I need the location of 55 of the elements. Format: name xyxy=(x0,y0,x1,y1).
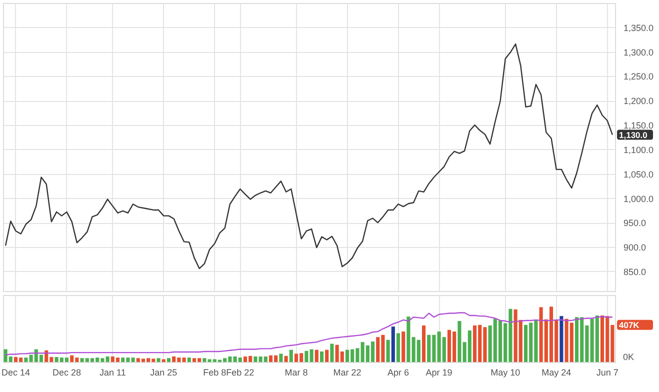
bar xyxy=(560,316,564,362)
x-tick-label: Feb 22 xyxy=(226,368,254,378)
bar xyxy=(131,358,135,362)
x-tick-label: Mar 22 xyxy=(333,368,362,378)
x-tick-label: Dec 28 xyxy=(52,368,82,378)
x-tick-label: Apr 6 xyxy=(387,368,410,378)
bar xyxy=(254,356,258,362)
x-tick-label: Apr 19 xyxy=(426,368,452,378)
bar xyxy=(325,350,329,362)
x-tick-label: May 10 xyxy=(490,368,520,378)
bar xyxy=(406,316,410,362)
y-tick-label: 1,350.0 xyxy=(624,22,654,33)
y-tick-label: 1,150.0 xyxy=(624,120,654,131)
x-tick-label: Feb 8 xyxy=(203,368,226,378)
bar xyxy=(202,358,206,362)
bar xyxy=(24,358,28,362)
y-tick-label: 1,250.0 xyxy=(624,72,654,82)
bar xyxy=(182,358,186,362)
bar xyxy=(162,359,166,362)
bar xyxy=(391,326,395,362)
x-tick-label: Jan 11 xyxy=(99,368,126,378)
bar xyxy=(422,325,426,362)
x-tick-label: Mar 8 xyxy=(284,368,308,378)
bar xyxy=(386,340,390,362)
bar xyxy=(314,350,318,362)
bar xyxy=(187,358,191,362)
y-tick-label: 850.0 xyxy=(624,266,646,277)
x-tick-label: May 24 xyxy=(542,368,572,378)
bar xyxy=(106,356,110,362)
y-tick-label: 900.0 xyxy=(624,242,646,253)
bar xyxy=(402,332,406,362)
text: 1,130.0 xyxy=(619,130,648,140)
bar xyxy=(289,350,293,362)
x-tick-label: Jan 25 xyxy=(150,368,178,378)
bar xyxy=(458,321,462,362)
y-tick-label: 1,100.0 xyxy=(624,144,654,155)
y-tick-label: 1,050.0 xyxy=(624,169,654,180)
bar xyxy=(304,350,308,362)
y-tick-label: 950.0 xyxy=(624,218,646,228)
bar xyxy=(310,349,314,362)
bar xyxy=(330,344,334,362)
text: 407K xyxy=(619,320,640,330)
bar xyxy=(284,356,288,362)
bar xyxy=(156,358,160,362)
x-tick-label: Dec 14 xyxy=(1,368,30,378)
text: 0K xyxy=(623,352,634,362)
bar xyxy=(166,358,171,362)
y-tick-label: 1,200.0 xyxy=(624,96,654,106)
bar xyxy=(279,354,283,362)
x-tick-label: Jun 7 xyxy=(596,368,618,378)
y-tick-label: 1,000.0 xyxy=(624,194,654,204)
bar xyxy=(396,333,400,362)
y-tick-label: 1,300.0 xyxy=(624,47,654,58)
line-series xyxy=(4,43,614,270)
bar xyxy=(320,351,324,362)
